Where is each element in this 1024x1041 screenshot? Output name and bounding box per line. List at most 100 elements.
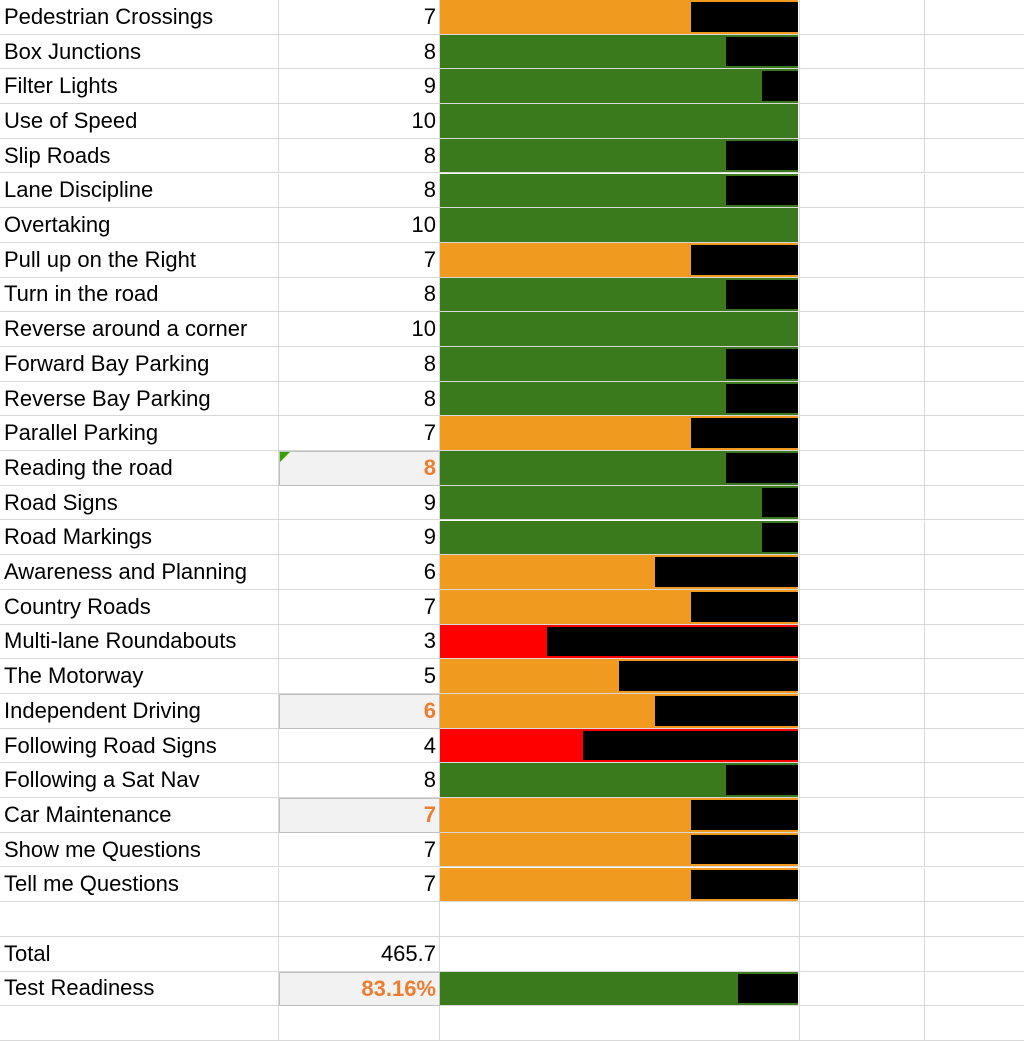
empty-cell[interactable]	[800, 277, 925, 313]
score-cell[interactable]: 3	[279, 624, 440, 660]
score-cell[interactable]: 465.7	[279, 936, 440, 972]
score-cell[interactable]: 8	[279, 451, 440, 486]
empty-cell[interactable]	[800, 728, 925, 764]
label-cell[interactable]: Use of Speed	[0, 104, 279, 139]
label-cell[interactable]: Total	[0, 936, 279, 972]
empty-cell[interactable]	[800, 589, 925, 625]
bar-cell[interactable]	[440, 312, 800, 347]
empty-cell[interactable]	[925, 729, 1024, 764]
bar-cell[interactable]	[440, 347, 800, 382]
empty-cell[interactable]	[800, 798, 925, 833]
bar-cell[interactable]	[440, 485, 800, 521]
label-cell[interactable]: The Motorway	[0, 659, 279, 694]
bar-cell[interactable]	[440, 69, 800, 105]
bar-cell[interactable]	[440, 242, 800, 278]
empty-cell[interactable]	[800, 0, 925, 35]
label-cell[interactable]: Box Junctions	[0, 34, 279, 70]
bar-cell[interactable]	[440, 34, 800, 70]
score-cell[interactable]: 8	[279, 138, 440, 174]
bar-cell[interactable]	[440, 659, 800, 694]
score-cell[interactable]: 83.16%	[279, 971, 440, 1007]
empty-cell[interactable]	[800, 104, 925, 139]
empty-cell[interactable]	[800, 659, 925, 694]
empty-cell[interactable]	[925, 312, 1024, 347]
empty-cell[interactable]	[925, 590, 1024, 625]
empty-cell[interactable]	[925, 937, 1024, 972]
empty-cell[interactable]	[800, 34, 925, 70]
empty-cell[interactable]	[925, 486, 1024, 521]
bar-cell[interactable]	[440, 798, 800, 833]
label-cell[interactable]: Reverse around a corner	[0, 312, 279, 347]
empty-cell[interactable]	[925, 243, 1024, 278]
label-cell[interactable]: Pedestrian Crossings	[0, 0, 279, 35]
bar-cell[interactable]	[440, 694, 800, 729]
bar-cell[interactable]	[440, 867, 800, 903]
score-cell[interactable]: 7	[279, 798, 440, 833]
empty-cell[interactable]	[925, 694, 1024, 729]
empty-cell[interactable]	[800, 208, 925, 243]
score-cell[interactable]: 5	[279, 659, 440, 694]
bar-cell[interactable]	[440, 104, 800, 139]
bar-cell[interactable]	[440, 832, 800, 868]
label-cell[interactable]: Filter Lights	[0, 69, 279, 105]
bar-cell[interactable]	[440, 416, 800, 452]
score-cell[interactable]: 9	[279, 485, 440, 521]
score-cell[interactable]: 10	[279, 208, 440, 243]
label-cell[interactable]: Overtaking	[0, 208, 279, 243]
label-cell[interactable]: Forward Bay Parking	[0, 347, 279, 382]
empty-cell[interactable]	[925, 0, 1024, 35]
empty-cell[interactable]	[800, 520, 925, 556]
score-cell[interactable]: 7	[279, 832, 440, 868]
empty-cell[interactable]	[925, 416, 1024, 452]
empty-cell[interactable]	[925, 798, 1024, 833]
label-cell[interactable]: Road Signs	[0, 485, 279, 521]
bar-cell[interactable]	[440, 0, 800, 35]
empty-cell[interactable]	[925, 104, 1024, 139]
score-cell[interactable]: 8	[279, 34, 440, 70]
empty-cell[interactable]	[800, 416, 925, 452]
label-cell[interactable]: Pull up on the Right	[0, 242, 279, 278]
score-cell[interactable]: 7	[279, 242, 440, 278]
empty-cell[interactable]	[800, 347, 925, 382]
score-cell[interactable]: 8	[279, 347, 440, 382]
bar-cell[interactable]	[440, 589, 800, 625]
score-cell[interactable]: 8	[279, 173, 440, 209]
label-cell[interactable]: Road Markings	[0, 520, 279, 556]
empty-cell[interactable]	[925, 625, 1024, 660]
label-cell[interactable]: Parallel Parking	[0, 416, 279, 452]
empty-cell[interactable]	[925, 555, 1024, 590]
bar-cell[interactable]	[440, 624, 800, 660]
bar-cell[interactable]	[440, 451, 800, 486]
empty-cell[interactable]	[925, 278, 1024, 313]
empty-cell[interactable]	[800, 451, 925, 486]
score-cell[interactable]: 10	[279, 104, 440, 139]
bar-cell[interactable]	[440, 763, 800, 799]
empty-cell[interactable]	[800, 971, 925, 1007]
empty-cell[interactable]	[925, 139, 1024, 174]
bar-cell[interactable]	[440, 138, 800, 174]
empty-cell[interactable]	[925, 763, 1024, 799]
label-cell[interactable]: Multi-lane Roundabouts	[0, 624, 279, 660]
score-cell[interactable]: 7	[279, 416, 440, 452]
label-cell[interactable]	[0, 902, 279, 937]
empty-cell[interactable]	[925, 208, 1024, 243]
empty-cell[interactable]	[800, 763, 925, 799]
score-cell[interactable]: 9	[279, 520, 440, 556]
empty-cell[interactable]	[925, 35, 1024, 70]
bar-cell[interactable]	[440, 208, 800, 243]
empty-cell[interactable]	[925, 347, 1024, 382]
label-cell[interactable]: Show me Questions	[0, 832, 279, 868]
empty-cell[interactable]	[800, 242, 925, 278]
empty-cell[interactable]	[925, 174, 1024, 209]
bar-cell[interactable]	[440, 728, 800, 764]
score-cell[interactable]: 7	[279, 589, 440, 625]
score-cell[interactable]: 4	[279, 728, 440, 764]
empty-cell[interactable]	[925, 868, 1024, 903]
label-cell[interactable]: Car Maintenance	[0, 798, 279, 833]
label-cell[interactable]: Awareness and Planning	[0, 555, 279, 590]
empty-cell[interactable]	[925, 382, 1024, 417]
label-cell[interactable]: Reading the road	[0, 451, 279, 486]
bar-cell[interactable]	[440, 173, 800, 209]
empty-cell[interactable]	[800, 138, 925, 174]
bar-cell[interactable]	[440, 971, 800, 1007]
